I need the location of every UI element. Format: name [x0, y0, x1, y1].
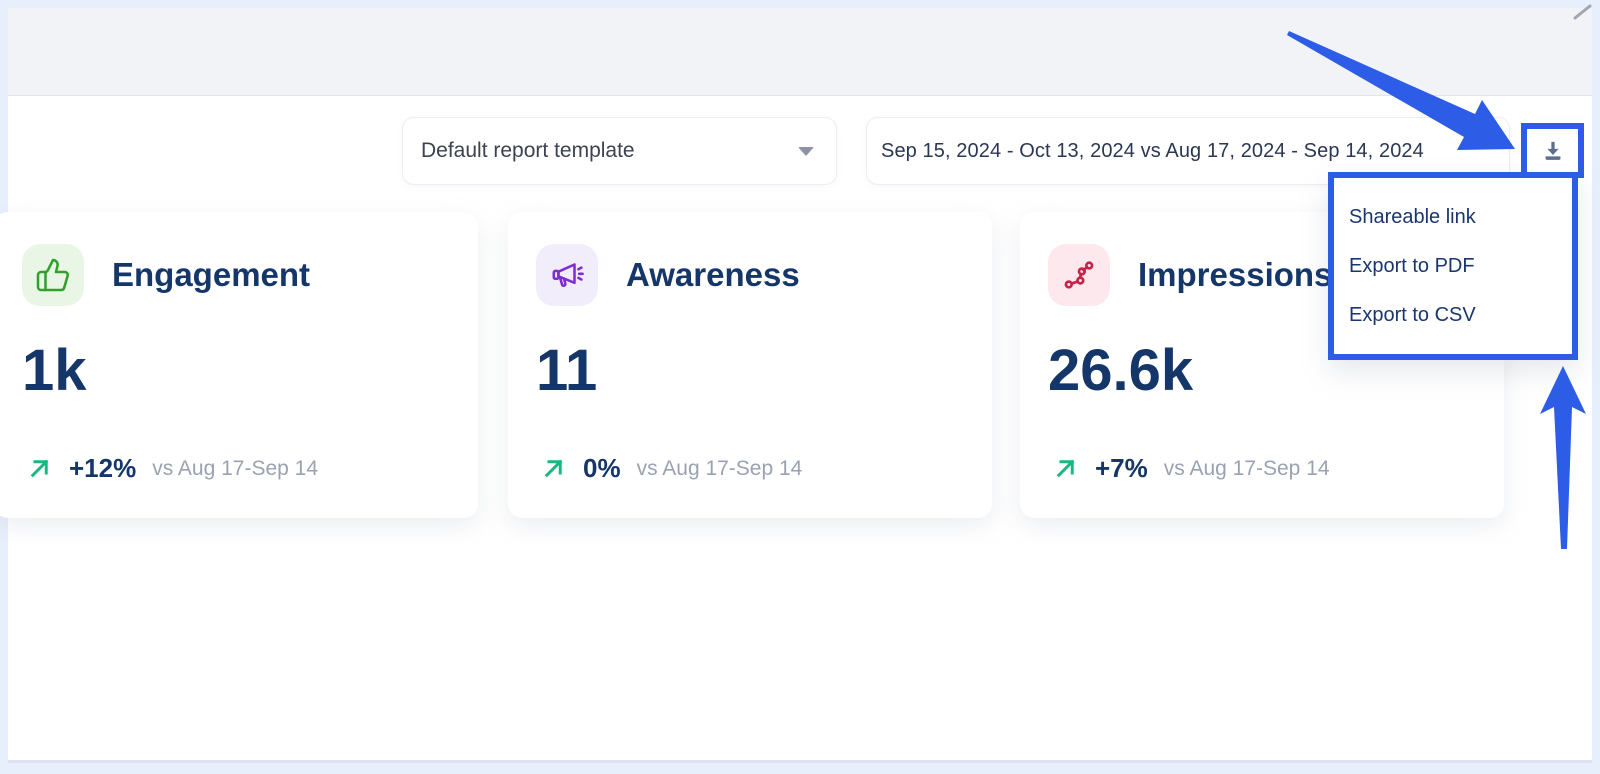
arrow-up-right-icon — [1056, 459, 1075, 478]
compare-period: vs Aug 17-Sep 14 — [1163, 456, 1330, 480]
card-title: Awareness — [626, 256, 800, 293]
impressions-icon-box — [1048, 244, 1110, 306]
compare-period: vs Aug 17-Sep 14 — [152, 456, 319, 480]
template-select[interactable]: Default report template — [402, 117, 837, 185]
card-value: 26.6k — [1048, 338, 1194, 403]
delta-percent: 0% — [583, 453, 621, 483]
download-icon — [1545, 141, 1560, 160]
top-band — [8, 8, 1592, 96]
compare-period: vs Aug 17-Sep 14 — [636, 456, 803, 480]
card-title: Engagement — [112, 256, 311, 293]
awareness-icon-box — [536, 244, 598, 306]
arrow-up-right-icon — [544, 459, 563, 478]
delta-row: +12% vs Aug 17-Sep 14 — [26, 453, 318, 484]
route-dots-icon — [1064, 261, 1094, 289]
thumbs-up-icon — [36, 258, 69, 292]
card-value: 1k — [22, 338, 87, 403]
date-range-value: Sep 15, 2024 - Oct 13, 2024 vs Aug 17, 2… — [881, 139, 1424, 162]
engagement-icon-box — [22, 244, 84, 306]
delta-row: +7% vs Aug 17-Sep 14 — [1052, 453, 1330, 484]
export-button[interactable] — [1527, 129, 1578, 172]
delta-percent: +7% — [1095, 453, 1148, 483]
delta-percent: +12% — [69, 453, 137, 483]
export-button-highlight-box — [1521, 123, 1584, 178]
menu-item-shareable-link[interactable]: Shareable link — [1349, 206, 1476, 228]
card-title: Impressions — [1138, 256, 1333, 293]
metric-card-awareness: Awareness 11 0% vs Aug 17-Sep 14 — [508, 212, 992, 518]
export-menu: Shareable link Export to PDF Export to C… — [1328, 172, 1578, 360]
menu-item-export-pdf[interactable]: Export to PDF — [1349, 255, 1475, 277]
delta-row: 0% vs Aug 17-Sep 14 — [540, 453, 802, 484]
template-select-value: Default report template — [421, 139, 635, 162]
arrow-up-right-icon — [30, 459, 49, 478]
metric-card-engagement: Engagement 1k +12% vs Aug 17-Sep 14 — [0, 212, 478, 518]
card-value: 11 — [536, 338, 598, 403]
chevron-down-icon — [798, 146, 814, 156]
menu-item-export-csv[interactable]: Export to CSV — [1349, 304, 1476, 326]
megaphone-icon — [552, 263, 584, 287]
